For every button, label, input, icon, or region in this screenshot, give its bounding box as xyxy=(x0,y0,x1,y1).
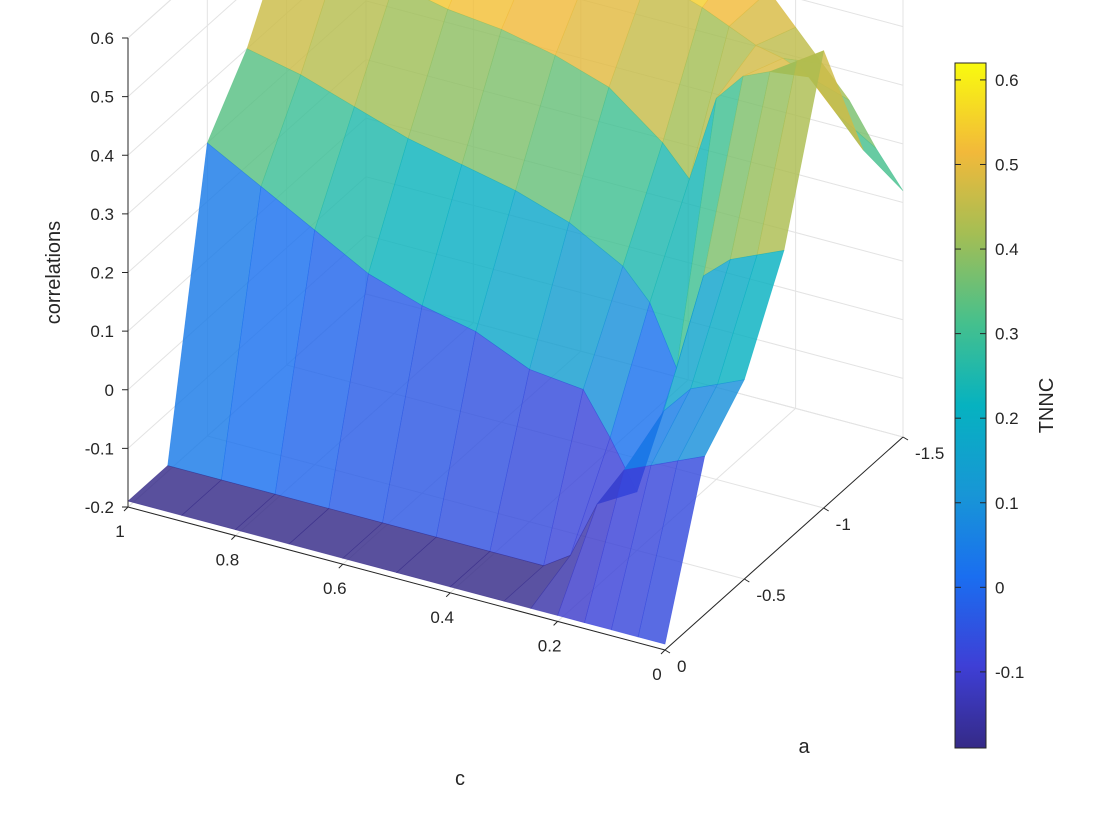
colorbar-bar xyxy=(954,62,987,749)
axes: 10.80.60.40.20 0-0.5-1-1.50.60.50.40.30.2… xyxy=(85,29,945,684)
c-tick-label: 0 xyxy=(652,665,661,684)
colorbar-tick-label: 0.4 xyxy=(995,240,1019,259)
a-tick-mark xyxy=(664,649,671,654)
axis-labels: c a correlations xyxy=(43,221,810,790)
a-tick-mark xyxy=(744,578,750,583)
c-axis-line xyxy=(127,506,666,651)
a-tick-label: -1.5 xyxy=(915,444,944,463)
y-axis-label: a xyxy=(798,736,810,758)
surface xyxy=(127,0,904,645)
colorbar-tick-label: -0.1 xyxy=(995,663,1024,682)
z-tick-label: 0 xyxy=(105,381,114,400)
a-tick-label: -0.5 xyxy=(756,586,785,605)
colorbar-label: TNNC xyxy=(1036,378,1058,434)
z-tick-label: -0.1 xyxy=(85,439,114,458)
wall-grid-line xyxy=(127,0,904,97)
c-tick-mark xyxy=(445,592,451,598)
c-tick-label: 0.2 xyxy=(538,636,562,655)
colorbar-tick-label: 0.5 xyxy=(995,155,1019,174)
z-axis-label: correlations xyxy=(43,221,65,324)
a-tick-label: 0 xyxy=(677,657,686,676)
c-tick-mark xyxy=(338,563,344,569)
colorbar: 0.6 0.5 0.4 0.3 0.2 0.1 0 -0.1 TNNC xyxy=(954,62,1058,749)
surface-patch xyxy=(637,455,706,645)
a-tick-mark xyxy=(902,436,909,441)
z-tick-label: 0.4 xyxy=(90,146,114,165)
colorbar-tick-label: 0.1 xyxy=(995,494,1019,513)
a-tick-mark xyxy=(823,507,829,512)
c-tick-label: 0.6 xyxy=(323,579,347,598)
c-tick-mark xyxy=(123,506,129,512)
colorbar-ticks: 0.6 0.5 0.4 0.3 0.2 0.1 0 -0.1 xyxy=(955,71,1024,682)
colorbar-tick-label: 0.3 xyxy=(995,325,1019,344)
z-tick-label: 0.6 xyxy=(90,29,114,48)
x-axis-label: c xyxy=(455,768,465,790)
c-tick-label: 0.8 xyxy=(216,551,240,570)
z-tick-label: 0.5 xyxy=(90,88,114,107)
c-tick-label: 1 xyxy=(115,522,124,541)
colorbar-tick-label: 0 xyxy=(995,578,1004,597)
colorbar-tick-label: 0.2 xyxy=(995,409,1019,428)
c-tick-mark xyxy=(660,649,666,655)
z-tick-label: 0.1 xyxy=(90,322,114,341)
a-axis-line xyxy=(664,436,904,651)
z-tick-label: 0.3 xyxy=(90,205,114,224)
c-tick-mark xyxy=(553,621,558,626)
c-tick-label: 0.4 xyxy=(430,608,454,627)
z-tick-label: -0.2 xyxy=(85,498,114,517)
c-tick-mark xyxy=(231,535,236,540)
a-tick-label: -1 xyxy=(836,515,851,534)
z-tick-label: 0.2 xyxy=(90,264,114,283)
colorbar-tick-label: 0.6 xyxy=(995,71,1019,90)
